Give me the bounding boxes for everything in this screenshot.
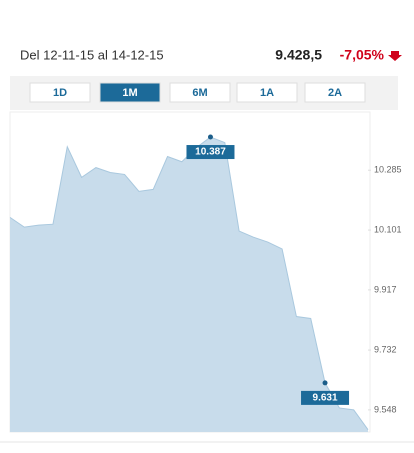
buttons: 1D 1M 6M 1A 2A [29,82,366,103]
point-marker [207,134,213,140]
change: -7,05% [340,47,385,63]
area [10,137,368,432]
price: 9.428,5 [275,47,322,63]
range-button-label[interactable]: 1D [53,87,67,99]
range-button[interactable] [29,82,91,103]
range-button-label[interactable]: 1M [122,87,137,99]
value-label-box [301,390,350,405]
range-button[interactable] [99,82,161,103]
down-arrow [388,51,402,61]
date-range: Del 12-11-15 al 14-12-15 [20,47,164,62]
point-marker [322,380,328,386]
range-button-label[interactable]: 6M [192,87,207,99]
y-tick-label: 10.285 [374,165,402,175]
value-label: 9.631 [313,393,338,404]
value-label-box [186,145,235,160]
y-tick-label: 10.101 [374,224,402,234]
y-tick-label: 9.917 [374,284,397,294]
y-tick-label: 9.548 [374,404,397,414]
range-button[interactable] [236,82,298,103]
y-tick-label: 9.732 [374,344,397,354]
range-button-label[interactable]: 1A [260,87,274,99]
range-button-label[interactable]: 2A [328,87,342,99]
range-button[interactable] [169,82,231,103]
range-button[interactable] [304,82,366,103]
value-label: 10.387 [195,147,226,158]
